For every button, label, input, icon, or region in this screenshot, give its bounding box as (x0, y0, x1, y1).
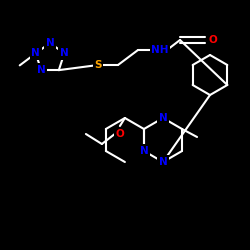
Text: NH: NH (151, 45, 169, 55)
Text: N: N (159, 157, 168, 167)
Text: N: N (31, 48, 40, 58)
Text: N: N (37, 65, 46, 75)
Text: O: O (116, 129, 124, 139)
Text: N: N (46, 38, 54, 48)
Text: N: N (60, 48, 69, 58)
Text: N: N (159, 113, 168, 123)
Text: S: S (94, 60, 102, 70)
Text: N: N (140, 146, 148, 156)
Text: O: O (208, 35, 218, 45)
